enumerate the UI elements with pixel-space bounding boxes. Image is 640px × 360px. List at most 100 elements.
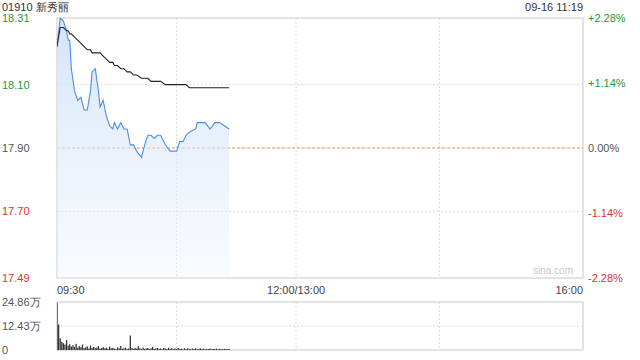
volume-bar [112, 348, 113, 350]
volume-bar [214, 349, 215, 350]
volume-bar [224, 349, 225, 350]
volume-bar [107, 349, 108, 350]
volume-bar [130, 336, 131, 350]
volume-bar [166, 349, 167, 350]
volume-bar [157, 348, 158, 350]
volume-bar [209, 348, 210, 350]
volume-bar [211, 349, 212, 350]
volume-bar [213, 349, 214, 350]
y-tick-label: 18.10 [2, 79, 30, 91]
volume-bar [90, 346, 91, 350]
x-tick-label: 16:00 [555, 284, 583, 296]
volume-bar [162, 349, 163, 350]
volume-bar [115, 349, 116, 350]
volume-bar [142, 347, 143, 350]
volume-bar [154, 349, 155, 350]
x-grid [296, 18, 297, 278]
volume-bar [64, 345, 65, 350]
volume-bar [150, 348, 151, 350]
title: 01910 新秀丽 [2, 1, 69, 13]
volume-bar [179, 349, 180, 350]
volume-bar [88, 348, 89, 350]
volume-bar [131, 348, 132, 350]
y-tick-label: 17.70 [2, 205, 30, 217]
volume-bar [68, 346, 69, 350]
volume-bar [103, 347, 104, 350]
volume-bar [87, 346, 88, 350]
volume-bar [74, 347, 75, 350]
volume-bar [195, 348, 196, 350]
volume-bar [185, 349, 186, 350]
reference-line [57, 148, 583, 149]
volume-bar [171, 348, 172, 350]
volume-bar [109, 347, 110, 350]
volume-bar [99, 349, 100, 350]
volume-bar [72, 345, 73, 350]
volume-bar [57, 303, 58, 350]
watermark: sina.com [533, 265, 573, 276]
volume-bar [141, 349, 142, 350]
volume-bar [147, 348, 148, 350]
volume-bar [221, 349, 222, 350]
volume-bar [152, 347, 153, 350]
volume-bar [222, 349, 223, 350]
volume-bar [119, 348, 120, 350]
volume-bar [136, 349, 137, 350]
y2-tick-label: 0.00% [588, 142, 619, 154]
volume-bar [182, 349, 183, 350]
volume-bar [155, 349, 156, 350]
volume-bar [187, 348, 188, 350]
volume-bar [85, 347, 86, 350]
volume-bar [229, 349, 230, 350]
x-grid [296, 302, 297, 350]
volume-bar [95, 348, 96, 350]
volume-bar [134, 348, 135, 350]
plot-frame [57, 302, 583, 350]
volume-bar [174, 348, 175, 350]
volume-bar [184, 348, 185, 350]
volume-bar [123, 348, 124, 350]
y2-tick-label: +1.14% [588, 77, 626, 89]
volume-bar [133, 349, 134, 350]
volume-bar [217, 349, 218, 350]
y-grid [57, 18, 583, 19]
volume-bar [138, 346, 139, 350]
volume-bar [83, 348, 84, 350]
volume-bar [206, 349, 207, 350]
price-line [57, 18, 229, 158]
y-grid [57, 350, 583, 351]
y-tick-label: 17.90 [2, 142, 30, 154]
volume-bar [208, 349, 209, 350]
volume-bar [61, 342, 62, 350]
volume-bar [219, 349, 220, 350]
volume-bar [117, 347, 118, 350]
volume-bar [101, 348, 102, 350]
volume-bar [114, 349, 115, 350]
volume-bar [58, 325, 59, 350]
volume-bar [71, 347, 72, 350]
subtitle: 09-16 11:19 [525, 1, 583, 13]
plot-area [57, 18, 229, 278]
volume-bar [96, 347, 97, 350]
y-tick-label: 18.31 [2, 12, 30, 24]
y-tick-label: 12.43万 [2, 320, 41, 332]
volume-bar [190, 349, 191, 350]
volume-bar [216, 349, 217, 350]
volume-bar [82, 345, 83, 350]
plot-area [57, 303, 230, 350]
volume-bar [146, 348, 147, 350]
volume-bar [125, 348, 126, 350]
y-tick-label: 24.86万 [2, 296, 41, 308]
volume-bar [80, 347, 81, 350]
y2-tick-label: -2.28% [588, 272, 623, 284]
plot-frame [57, 18, 583, 278]
volume-bar [200, 348, 201, 350]
volume-bar [163, 348, 164, 350]
volume-bar [189, 349, 190, 350]
y-grid [57, 326, 583, 327]
volume-bar [111, 348, 112, 350]
volume-bar [91, 348, 92, 350]
y-grid [57, 148, 583, 149]
volume-bar [168, 348, 169, 350]
volume-bar [98, 346, 99, 350]
